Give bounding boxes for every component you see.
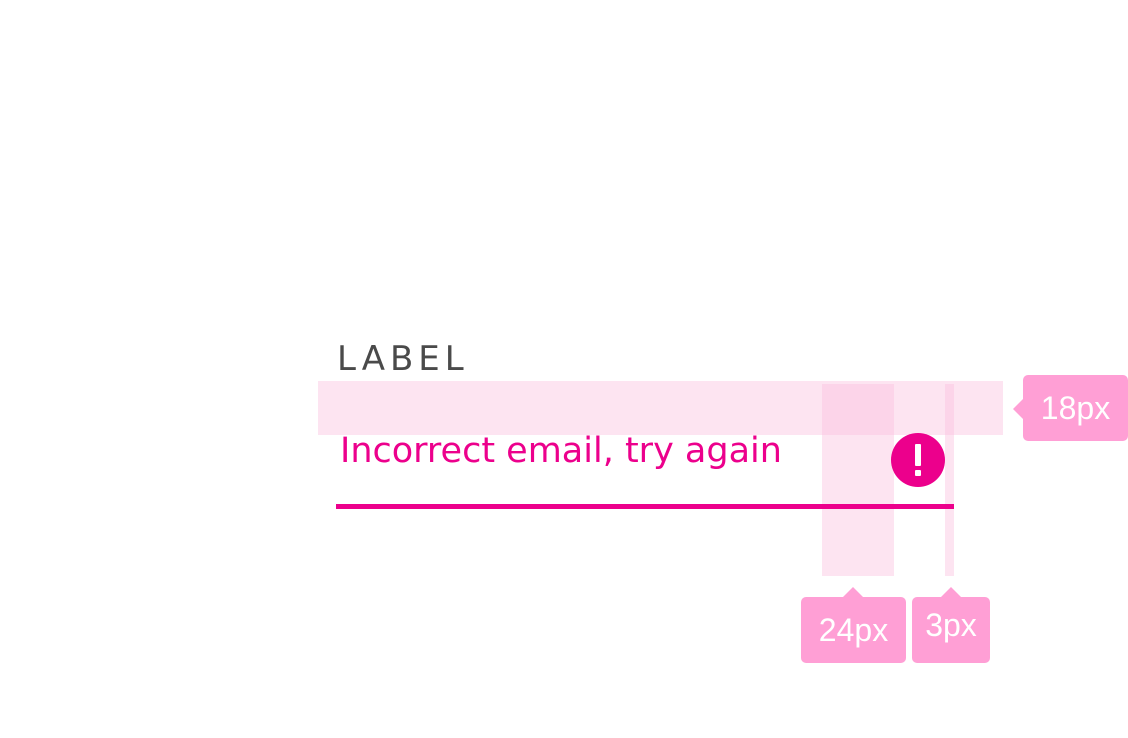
exclamation-dot [915,470,921,476]
icon-gap-spec-band [945,384,954,576]
label-gap-spec-band [318,381,1003,435]
icon-gap-spec-tag: 3px [912,597,990,663]
icon-size-spec-band [822,384,894,576]
exclamation-bar [915,444,921,466]
label-gap-spec-tag: 18px [1023,375,1128,441]
exclamation-circle-icon [891,433,945,487]
input-underline-error [336,504,954,509]
field-label: LABEL [337,342,469,376]
icon-size-spec-tag: 24px [801,597,906,663]
email-input-value[interactable]: Incorrect email, try again [340,432,782,471]
